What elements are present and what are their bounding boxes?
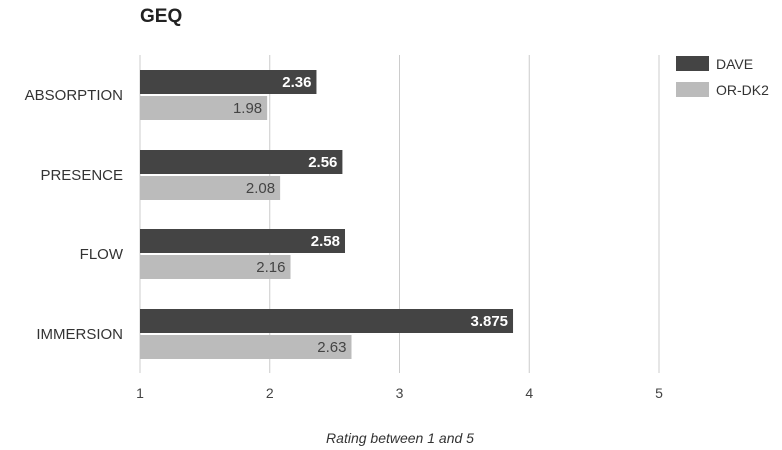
- category-labels: ABSORPTION PRESENCE FLOW IMMERSION: [25, 87, 124, 343]
- x-tick-3: 3: [396, 385, 404, 401]
- category-label-immersion: IMMERSION: [36, 326, 123, 343]
- x-tick-2: 2: [266, 385, 274, 401]
- value-label-dave-flow: 2.58: [311, 233, 340, 250]
- value-label-dave-absorption: 2.36: [282, 74, 311, 91]
- bar-dave-flow: [140, 229, 346, 253]
- x-tick-1: 1: [136, 385, 144, 401]
- bar-or-dk2-presence: [140, 176, 281, 200]
- category-label-flow: FLOW: [80, 246, 124, 263]
- value-label-dave-immersion: 3.875: [470, 313, 508, 330]
- value-label-or-dk2-flow: 2.16: [256, 259, 285, 276]
- legend-label-dave: DAVE: [716, 56, 753, 72]
- value-label-or-dk2-presence: 2.08: [246, 180, 275, 197]
- bar-dave-absorption: [140, 70, 317, 94]
- legend-swatch-dave: [676, 56, 709, 71]
- bar-or-dk2-flow: [140, 255, 291, 279]
- bar-or-dk2-absorption: [140, 96, 268, 120]
- category-label-absorption: ABSORPTION: [25, 87, 123, 104]
- value-label-or-dk2-immersion: 2.63: [317, 339, 346, 356]
- x-axis-label: Rating between 1 and 5: [326, 430, 474, 446]
- x-tick-labels: 1 2 3 4 5: [136, 385, 663, 401]
- bar-or-dk2-immersion: [140, 335, 352, 359]
- x-tick-4: 4: [525, 385, 533, 401]
- bar-dave-presence: [140, 150, 343, 174]
- legend: DAVE OR-DK2: [676, 56, 769, 98]
- chart-title: GEQ: [140, 6, 183, 27]
- value-label-dave-presence: 2.56: [308, 154, 337, 171]
- legend-label-or-dk2: OR-DK2: [716, 82, 769, 98]
- bars: 2.36 1.98 2.56 2.08 2.58 2.16 3.875 2.63: [140, 70, 514, 359]
- bar-dave-immersion: [140, 309, 514, 333]
- legend-swatch-or-dk2: [676, 82, 709, 97]
- category-label-presence: PRESENCE: [40, 167, 123, 184]
- x-tick-5: 5: [655, 385, 663, 401]
- value-label-or-dk2-absorption: 1.98: [233, 100, 262, 117]
